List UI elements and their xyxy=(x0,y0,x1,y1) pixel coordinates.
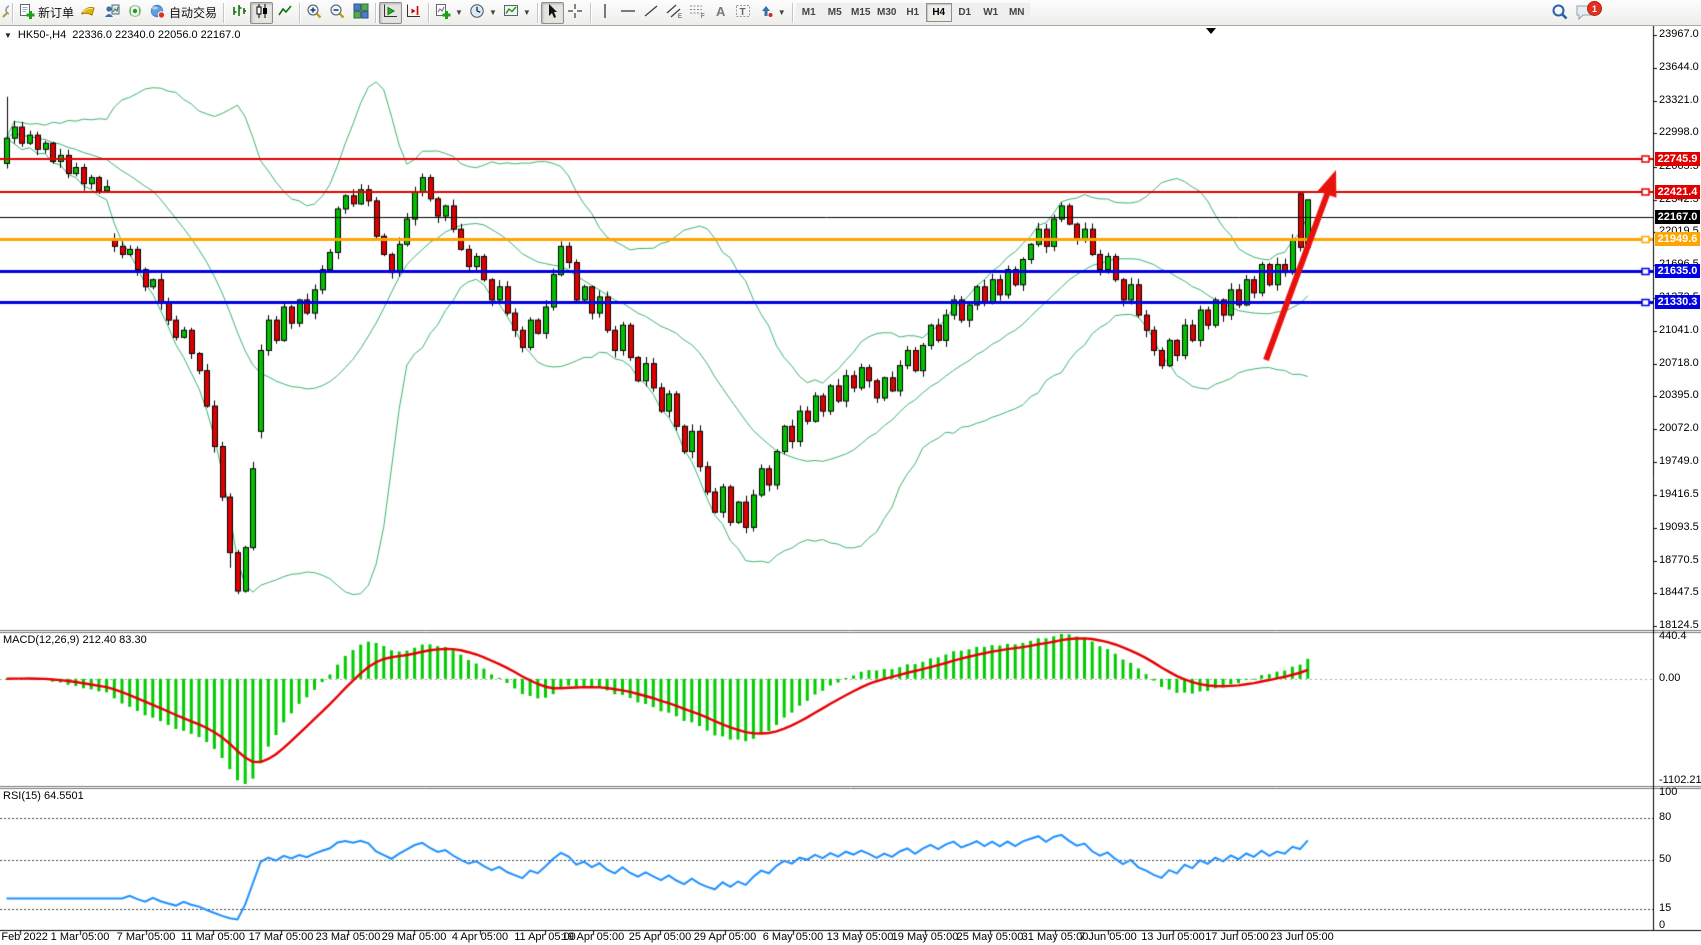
clipped-edge-icon xyxy=(0,3,9,23)
add-indicator-icon xyxy=(435,3,451,22)
text-a-icon: A xyxy=(714,3,727,22)
arrows-tool-button[interactable]: ▼ xyxy=(755,2,789,24)
main-toolbar: 新订单 自动交易 xyxy=(0,0,1701,26)
svg-text:T: T xyxy=(740,7,746,18)
auto-scroll-icon xyxy=(382,3,399,22)
search-icon xyxy=(1551,3,1569,24)
svg-text:A: A xyxy=(716,4,726,19)
toolbar-separator xyxy=(428,2,430,23)
dropdown-caret: ▼ xyxy=(777,8,786,17)
tile-windows-icon xyxy=(353,3,369,22)
templates-button[interactable]: ▼ xyxy=(500,2,534,24)
period-m1-button[interactable]: M1 xyxy=(795,3,822,22)
dropdown-caret: ▼ xyxy=(488,8,497,17)
autotrading-button[interactable]: 自动交易 xyxy=(146,2,220,24)
notifications-button[interactable]: 1 xyxy=(1572,1,1602,24)
equidistant-channel-icon: E xyxy=(666,3,683,22)
zoom-out-icon xyxy=(329,3,346,23)
chart-symbol-period: HK50-,H4 xyxy=(17,29,67,41)
candlestick-icon xyxy=(254,3,270,22)
chart-title: ▼ HK50-,H4 22336.0 22340.0 22056.0 22167… xyxy=(4,29,240,41)
new-order-icon xyxy=(19,3,35,22)
toolbar-separator xyxy=(589,2,591,23)
new-order-label: 新订单 xyxy=(38,6,75,20)
candlestick-mode-button[interactable] xyxy=(250,1,274,24)
price-chart-canvas[interactable] xyxy=(0,26,1701,945)
crosshair-icon xyxy=(567,3,583,22)
period-mn-button[interactable]: MN xyxy=(1003,3,1030,22)
timeframes-button[interactable]: ▼ xyxy=(466,2,500,24)
horizontal-line-icon xyxy=(620,3,636,22)
tile-windows-button[interactable] xyxy=(349,2,372,24)
trendline-tool-button[interactable] xyxy=(640,2,663,24)
svg-text:E: E xyxy=(678,14,682,19)
period-m30-button[interactable]: M30 xyxy=(873,3,900,22)
period-h1-button[interactable]: H1 xyxy=(899,3,926,22)
arrows-icon xyxy=(758,3,774,22)
person-chart-icon xyxy=(104,3,120,22)
vertical-line-icon xyxy=(599,3,611,22)
trendline-icon xyxy=(643,3,659,22)
search-button[interactable] xyxy=(1548,2,1572,24)
line-chart-icon xyxy=(277,3,293,22)
signals-button[interactable] xyxy=(123,2,146,24)
toolbar-separator xyxy=(375,2,377,23)
globe-icon xyxy=(149,3,166,22)
market-watch-button[interactable] xyxy=(100,2,123,24)
bar-chart-icon xyxy=(231,3,247,22)
rsi-indicator-label: RSI(15) 64.5501 xyxy=(3,790,84,802)
new-order-button[interactable]: 新订单 xyxy=(16,2,77,24)
period-d1-button[interactable]: D1 xyxy=(951,3,978,22)
toolbar-separator xyxy=(223,2,225,23)
period-m5-button[interactable]: M5 xyxy=(821,3,848,22)
period-w1-button[interactable]: W1 xyxy=(977,3,1004,22)
clock-icon xyxy=(469,3,485,22)
text-tool-button[interactable]: A xyxy=(709,2,732,24)
autotrading-label: 自动交易 xyxy=(169,6,218,20)
dropdown-caret: ▼ xyxy=(455,8,463,17)
fibonacci-tool-button[interactable]: F xyxy=(686,2,709,24)
chart-shift-icon xyxy=(405,3,422,22)
svg-text:F: F xyxy=(701,14,705,19)
fibonacci-icon: F xyxy=(689,3,706,22)
period-m15-button[interactable]: M15 xyxy=(847,3,874,22)
text-label-tool-button[interactable]: T xyxy=(732,2,755,24)
chart-shift-button[interactable] xyxy=(402,2,425,24)
period-h4-button[interactable]: H4 xyxy=(925,3,952,22)
dropdown-caret: ▼ xyxy=(522,8,531,17)
notification-badge: 1 xyxy=(1587,1,1602,16)
cursor-icon xyxy=(545,3,559,22)
line-chart-mode-button[interactable] xyxy=(273,2,296,24)
zoom-out-button[interactable] xyxy=(326,2,349,24)
chart-ohlc-values: 22336.0 22340.0 22056.0 22167.0 xyxy=(72,29,241,41)
zoom-in-icon xyxy=(306,3,323,23)
channel-tool-button[interactable]: E xyxy=(663,2,686,24)
indicators-button[interactable]: ▼ xyxy=(432,2,466,24)
toolbar-separator xyxy=(536,2,538,23)
template-icon xyxy=(503,3,519,22)
zoom-in-button[interactable] xyxy=(303,2,326,24)
charts-button[interactable] xyxy=(77,2,100,24)
collapse-triangle-icon: ▼ xyxy=(4,30,12,40)
horizontal-line-tool-button[interactable] xyxy=(617,2,640,24)
toolbar-separator xyxy=(12,2,13,23)
toolbar-separator xyxy=(299,2,301,23)
chart-shift-marker-icon[interactable] xyxy=(1206,28,1216,34)
toolbar-separator xyxy=(791,2,793,23)
bar-chart-mode-button[interactable] xyxy=(227,2,250,24)
macd-indicator-label: MACD(12,26,9) 212.40 83.30 xyxy=(3,634,147,646)
crosshair-tool-button[interactable] xyxy=(564,2,587,24)
cursor-tool-button[interactable] xyxy=(540,1,564,24)
vertical-line-tool-button[interactable] xyxy=(594,2,617,24)
gold-wallet-icon xyxy=(80,3,97,22)
radio-signal-icon xyxy=(127,3,143,22)
toolbar-right-group: 1 xyxy=(1548,1,1602,25)
text-label-icon: T xyxy=(735,3,751,22)
auto-scroll-button[interactable] xyxy=(379,1,403,24)
